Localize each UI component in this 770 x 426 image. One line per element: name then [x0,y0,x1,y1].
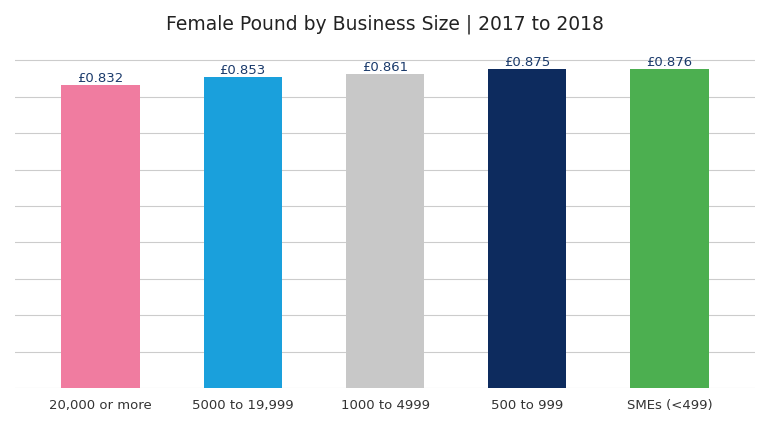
Text: £0.853: £0.853 [219,64,266,77]
Text: £0.875: £0.875 [504,56,551,69]
Title: Female Pound by Business Size | 2017 to 2018: Female Pound by Business Size | 2017 to … [166,15,604,35]
Text: £0.832: £0.832 [77,72,123,85]
Bar [346,75,424,389]
Bar [62,86,139,389]
Text: £0.861: £0.861 [362,61,408,74]
Bar [203,78,282,389]
Bar [631,70,708,389]
Text: £0.876: £0.876 [647,56,693,69]
Bar [488,70,567,389]
